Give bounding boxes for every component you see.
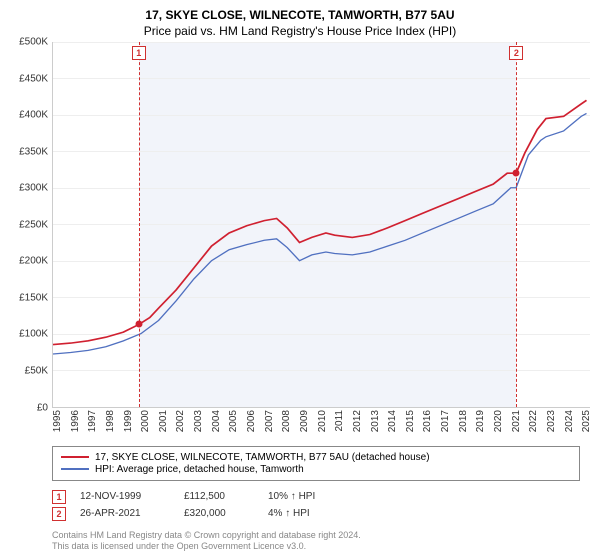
x-tick-label: 1995 bbox=[52, 410, 63, 432]
x-tick-label: 2011 bbox=[334, 410, 345, 432]
x-tick-label: 1997 bbox=[87, 410, 98, 432]
marker-badge: 1 bbox=[132, 46, 146, 60]
x-tick-label: 2020 bbox=[493, 410, 504, 432]
legend-box: 17, SKYE CLOSE, WILNECOTE, TAMWORTH, B77… bbox=[52, 446, 580, 481]
y-tick-label: £250K bbox=[19, 219, 48, 230]
legend-item-blue: HPI: Average price, detached house, Tamw… bbox=[61, 464, 571, 475]
x-tick-label: 1999 bbox=[123, 410, 134, 432]
legend-swatch-red bbox=[61, 456, 89, 458]
x-tick-label: 2003 bbox=[193, 410, 204, 432]
x-tick-label: 2005 bbox=[228, 410, 239, 432]
chart-subtitle: Price paid vs. HM Land Registry's House … bbox=[10, 24, 590, 38]
line-series-red bbox=[53, 100, 587, 344]
chart-body: £0£50K£100K£150K£200K£250K£300K£350K£400… bbox=[10, 42, 590, 408]
x-tick-label: 2025 bbox=[581, 410, 592, 432]
footer-attribution: Contains HM Land Registry data © Crown c… bbox=[52, 530, 580, 553]
footer-line-2: This data is licensed under the Open Gov… bbox=[52, 541, 580, 552]
x-tick-label: 2012 bbox=[352, 410, 363, 432]
line-series-svg bbox=[53, 42, 590, 407]
sale-badge: 1 bbox=[52, 490, 66, 504]
legend-item-red: 17, SKYE CLOSE, WILNECOTE, TAMWORTH, B77… bbox=[61, 452, 571, 463]
x-tick-label: 2004 bbox=[211, 410, 222, 432]
marker-line bbox=[139, 42, 140, 407]
x-tick-label: 2017 bbox=[440, 410, 451, 432]
x-tick-label: 2015 bbox=[405, 410, 416, 432]
marker-dot bbox=[513, 170, 520, 177]
x-tick-label: 1996 bbox=[70, 410, 81, 432]
x-tick-label: 2016 bbox=[422, 410, 433, 432]
x-tick-label: 2010 bbox=[317, 410, 328, 432]
sale-date: 12-NOV-1999 bbox=[80, 491, 170, 502]
y-tick-label: £100K bbox=[19, 329, 48, 340]
y-tick-label: £350K bbox=[19, 146, 48, 157]
y-tick-label: £0 bbox=[37, 402, 48, 413]
sale-row: 1 12-NOV-1999 £112,500 10% ↑ HPI bbox=[52, 490, 580, 504]
x-tick-label: 2023 bbox=[546, 410, 557, 432]
sale-badge: 2 bbox=[52, 507, 66, 521]
sale-price: £112,500 bbox=[184, 491, 254, 502]
chart-title: 17, SKYE CLOSE, WILNECOTE, TAMWORTH, B77… bbox=[10, 8, 590, 22]
sales-list: 1 12-NOV-1999 £112,500 10% ↑ HPI 2 26-APR-202… bbox=[52, 487, 580, 524]
x-tick-label: 2024 bbox=[564, 410, 575, 432]
y-tick-label: £400K bbox=[19, 110, 48, 121]
line-series-blue bbox=[53, 113, 587, 354]
chart-container: 17, SKYE CLOSE, WILNECOTE, TAMWORTH, B77… bbox=[0, 0, 600, 560]
y-tick-label: £450K bbox=[19, 73, 48, 84]
x-tick-label: 2019 bbox=[475, 410, 486, 432]
title-block: 17, SKYE CLOSE, WILNECOTE, TAMWORTH, B77… bbox=[10, 8, 590, 38]
x-axis: 1995 1996 1997 1998 1999 2000 2001 2002 2003 2004… bbox=[52, 408, 590, 442]
sale-date: 26-APR-2021 bbox=[80, 508, 170, 519]
x-tick-label: 2001 bbox=[158, 410, 169, 432]
x-tick-label: 2000 bbox=[140, 410, 151, 432]
y-tick-label: £150K bbox=[19, 292, 48, 303]
x-tick-label: 2022 bbox=[528, 410, 539, 432]
legend-label-red: 17, SKYE CLOSE, WILNECOTE, TAMWORTH, B77… bbox=[95, 452, 430, 463]
sale-price: £320,000 bbox=[184, 508, 254, 519]
y-tick-label: £200K bbox=[19, 256, 48, 267]
x-tick-label: 2021 bbox=[511, 410, 522, 432]
x-tick-label: 2002 bbox=[175, 410, 186, 432]
sale-row: 2 26-APR-2021 £320,000 4% ↑ HPI bbox=[52, 507, 580, 521]
marker-dot bbox=[135, 321, 142, 328]
x-tick-label: 2013 bbox=[370, 410, 381, 432]
x-tick-label: 1998 bbox=[105, 410, 116, 432]
marker-badge: 2 bbox=[509, 46, 523, 60]
x-tick-label: 2014 bbox=[387, 410, 398, 432]
marker-line bbox=[516, 42, 517, 407]
plot-area: 12 bbox=[52, 42, 590, 408]
sale-hpi: 10% ↑ HPI bbox=[268, 491, 580, 502]
sale-hpi: 4% ↑ HPI bbox=[268, 508, 580, 519]
x-tick-label: 2007 bbox=[264, 410, 275, 432]
x-tick-label: 2009 bbox=[299, 410, 310, 432]
x-tick-label: 2008 bbox=[281, 410, 292, 432]
y-tick-label: £300K bbox=[19, 183, 48, 194]
legend-swatch-blue bbox=[61, 468, 89, 470]
y-axis: £0£50K£100K£150K£200K£250K£300K£350K£400… bbox=[10, 42, 52, 408]
x-tick-label: 2018 bbox=[458, 410, 469, 432]
y-tick-label: £500K bbox=[19, 37, 48, 48]
legend-label-blue: HPI: Average price, detached house, Tamw… bbox=[95, 464, 304, 475]
y-tick-label: £50K bbox=[25, 365, 48, 376]
x-tick-label: 2006 bbox=[246, 410, 257, 432]
footer-line-1: Contains HM Land Registry data © Crown c… bbox=[52, 530, 580, 541]
